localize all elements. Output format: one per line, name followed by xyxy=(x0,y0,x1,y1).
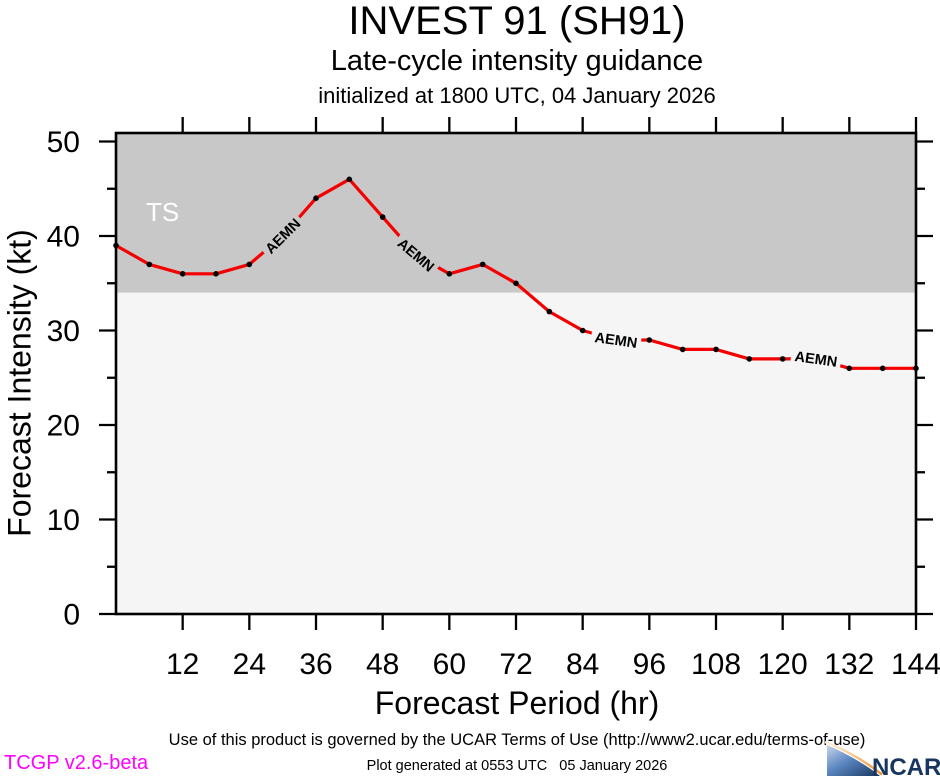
data-point-marker xyxy=(846,365,853,372)
data-point-marker xyxy=(213,271,219,277)
data-point-marker xyxy=(646,337,653,343)
ncar-logo-text: NCAR xyxy=(872,754,940,780)
data-point-marker xyxy=(579,327,586,334)
series-label-text: AEMN xyxy=(794,349,839,371)
data-point-marker xyxy=(146,261,153,268)
data-point-marker xyxy=(246,261,253,268)
plot-subtitle: Late-cycle intensity guidance xyxy=(330,45,704,77)
data-point-marker xyxy=(346,176,353,183)
y-tick-label: 50 xyxy=(47,126,80,159)
ts-threshold-label: TS xyxy=(146,197,179,227)
x-tick-label: 60 xyxy=(433,648,466,681)
series-label-text: AEMN xyxy=(594,330,639,352)
x-tick-label: 72 xyxy=(499,648,532,681)
data-point-marker xyxy=(313,195,319,201)
x-tick-label: 36 xyxy=(299,648,332,681)
series-inline-label: AEMN xyxy=(790,346,842,371)
data-point-marker xyxy=(746,356,753,362)
ncar-logo: NCAR xyxy=(824,740,940,780)
below-ts-region xyxy=(116,292,916,614)
data-point-marker xyxy=(379,214,386,220)
y-tick-label: 40 xyxy=(47,221,80,254)
version-tag: TCGP v2.6-beta xyxy=(4,752,149,774)
data-point-marker xyxy=(446,271,453,277)
x-tick-label: 144 xyxy=(891,648,940,681)
data-point-marker xyxy=(779,356,786,362)
x-tick-label: 108 xyxy=(691,648,741,681)
y-tick-label: 10 xyxy=(47,504,80,537)
y-tick-label: 20 xyxy=(47,410,80,443)
label-mask xyxy=(790,346,842,371)
x-tick-label: 120 xyxy=(758,648,808,681)
label-mask xyxy=(391,232,441,278)
x-tick-label: 96 xyxy=(633,648,666,681)
data-point-marker xyxy=(679,346,686,353)
x-tick-label: 24 xyxy=(233,648,266,681)
terms-of-use-text: Use of this product is governed by the U… xyxy=(168,731,866,749)
data-point-marker xyxy=(513,280,519,287)
data-point-marker xyxy=(179,271,186,277)
init-time-text: initialized at 1800 UTC, 04 January 2026 xyxy=(318,83,716,108)
x-tick-label: 132 xyxy=(824,648,874,681)
data-point-marker xyxy=(546,308,553,315)
y-tick-label: 0 xyxy=(63,599,80,632)
label-mask xyxy=(258,212,307,260)
label-mask xyxy=(590,328,642,352)
data-point-marker xyxy=(913,365,919,372)
series-inline-label: AEMN xyxy=(590,328,642,352)
plot-title: INVEST 91 (SH91) xyxy=(348,0,686,43)
x-axis-title: Forecast Period (hr) xyxy=(374,685,660,721)
x-tick-label: 84 xyxy=(566,648,599,681)
data-point-marker xyxy=(113,242,119,249)
ncar-swoosh-icon xyxy=(827,745,880,776)
plot-frame xyxy=(114,131,918,616)
ncar-swoosh-rim-icon xyxy=(824,740,883,776)
x-tick-label: 48 xyxy=(366,648,399,681)
x-tick-label: 12 xyxy=(166,648,199,681)
data-point-marker xyxy=(713,346,719,353)
generated-timestamp: Plot generated at 0553 UTC 05 January 20… xyxy=(366,758,668,774)
y-tick-label: 30 xyxy=(47,315,80,348)
data-point-marker xyxy=(879,365,886,372)
data-point-marker xyxy=(479,261,486,268)
